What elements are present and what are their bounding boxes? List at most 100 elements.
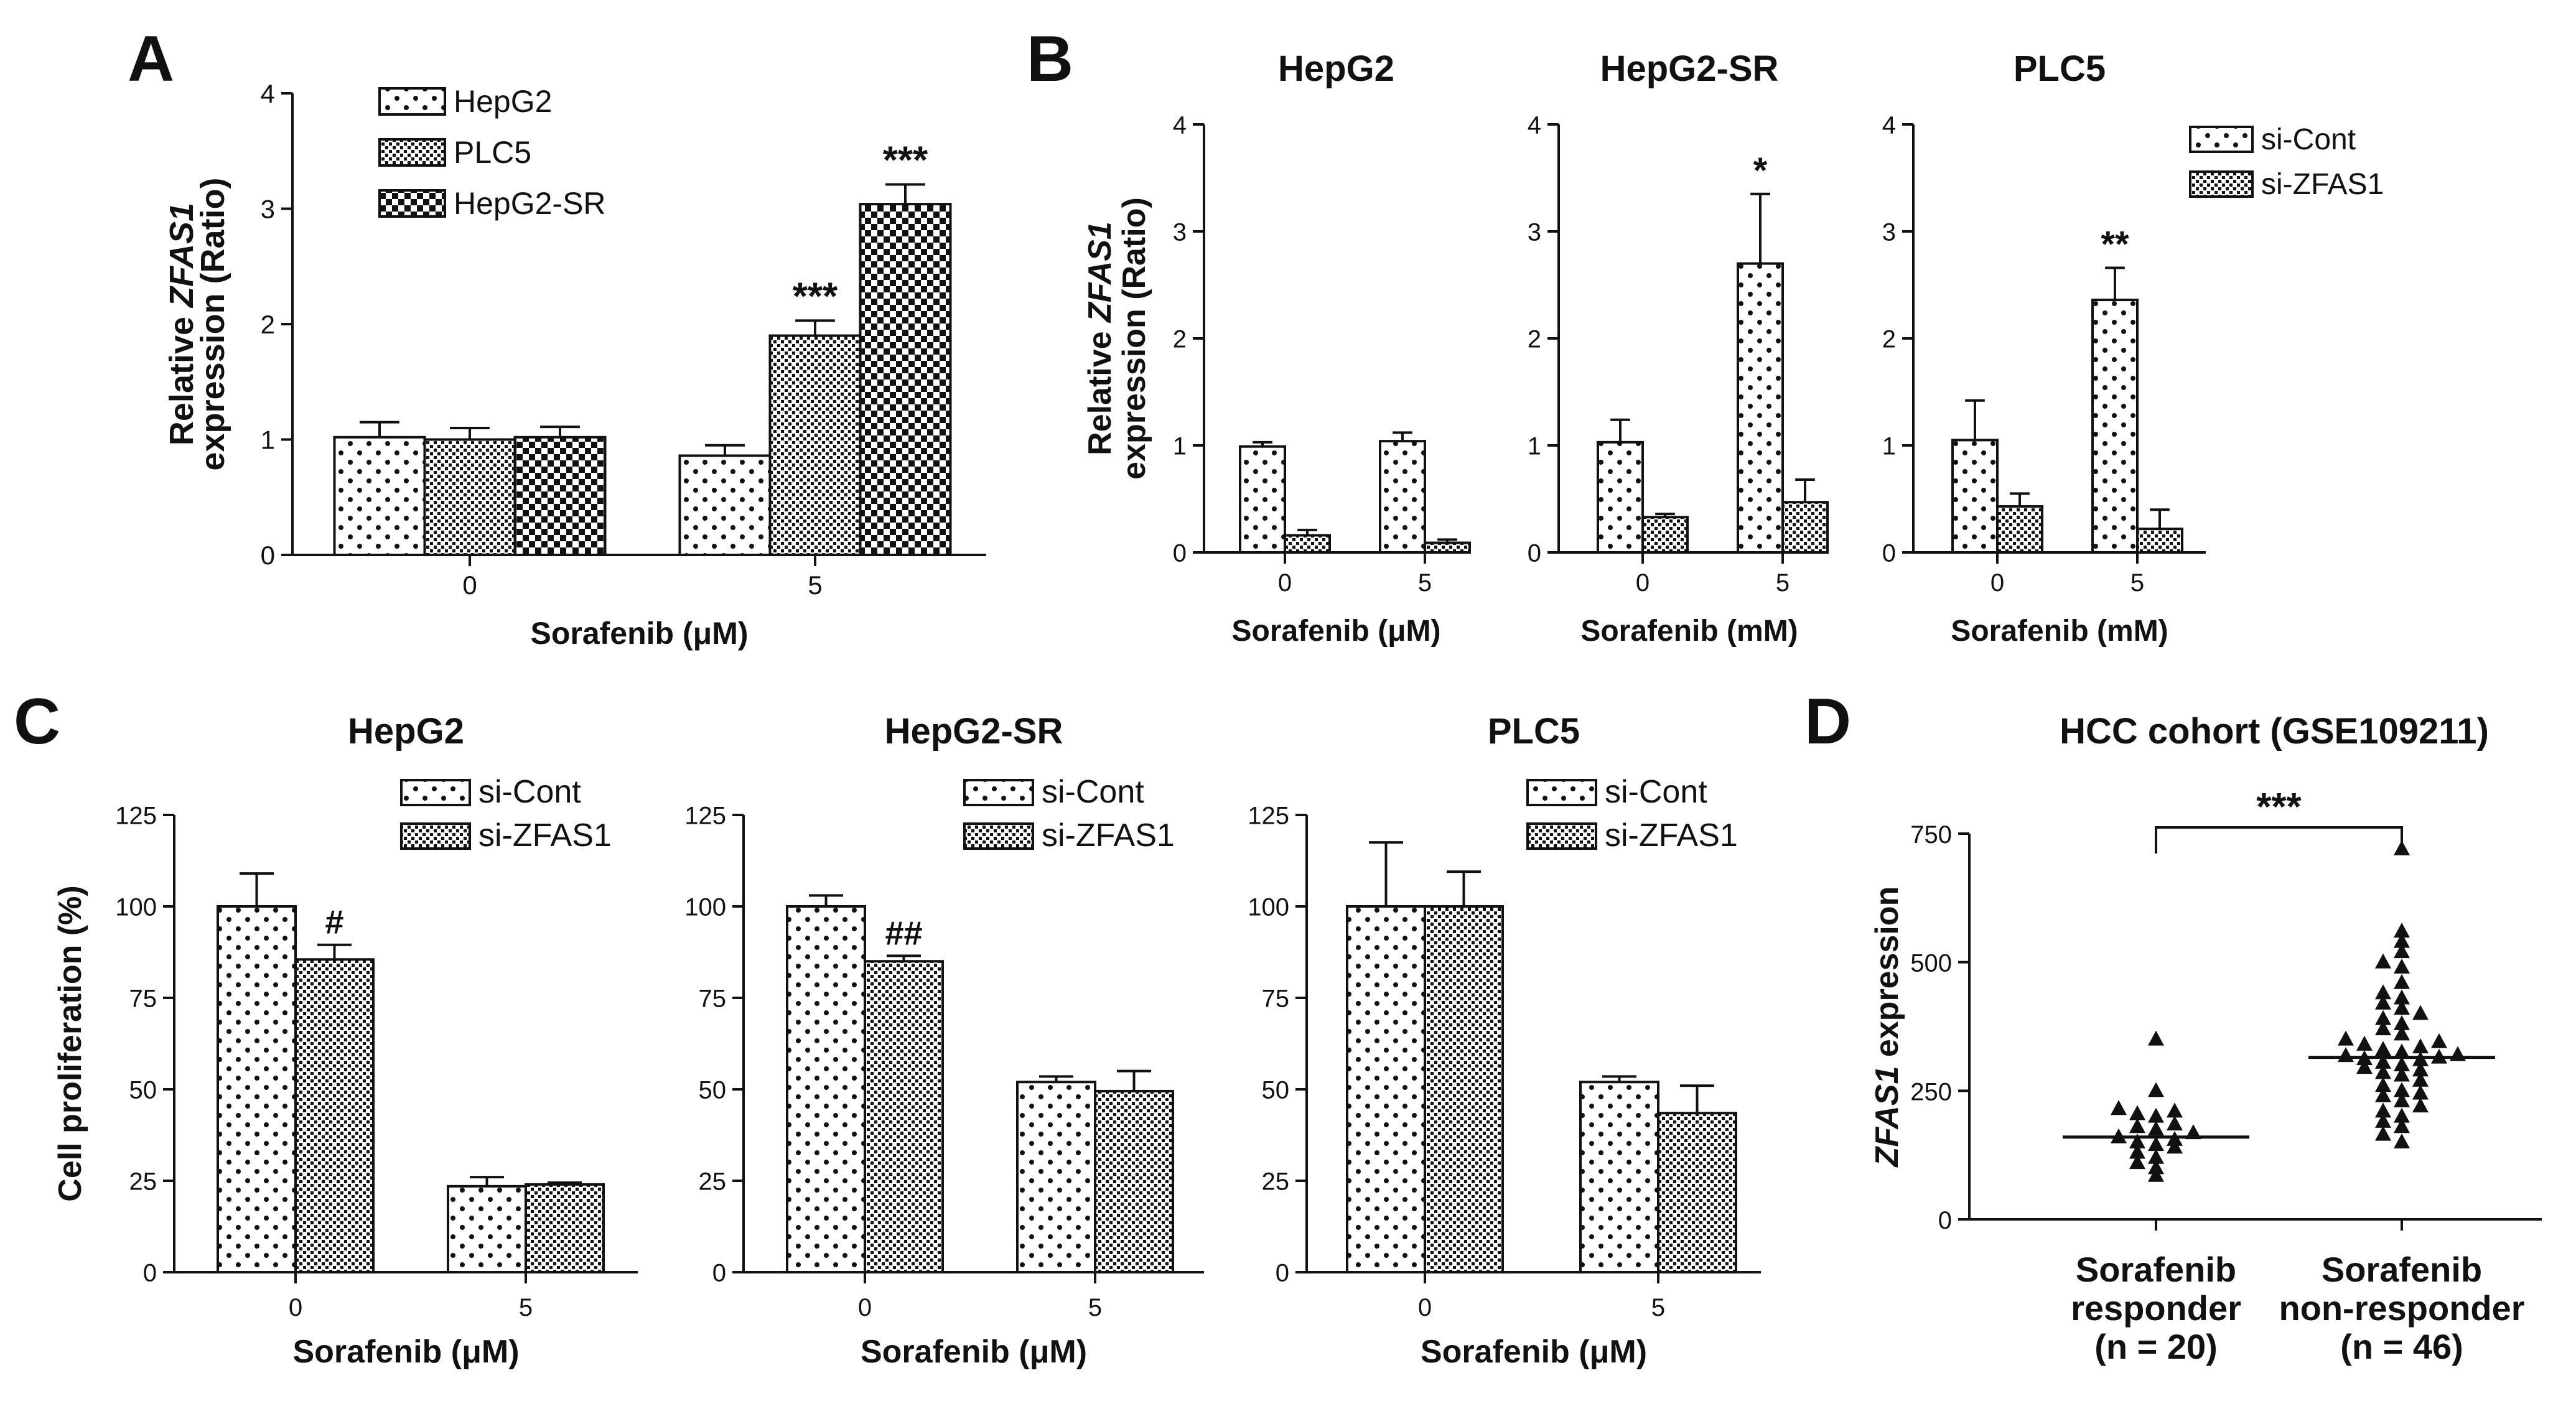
- y-tick-label: 1: [1173, 432, 1187, 460]
- data-point: [2394, 1025, 2410, 1041]
- y-tick-label: 0: [712, 1259, 726, 1287]
- bar-si-zfas1: [1424, 541, 1471, 554]
- legend-label: si-Cont: [1605, 774, 1707, 810]
- y-axis-label: ZFAS1 expression: [1869, 887, 1905, 1168]
- x-category-label: responder: [2071, 1288, 2241, 1328]
- legend-swatch: [1526, 822, 1597, 850]
- significance-marker: ***: [2256, 786, 2302, 829]
- legend-label: PLC5: [454, 135, 531, 170]
- x-axis-label: Sorafenib (μM): [1421, 1334, 1647, 1370]
- data-point: [2375, 1077, 2391, 1092]
- data-point: [2394, 1056, 2410, 1071]
- y-tick-label: 2: [1882, 325, 1896, 353]
- data-point: [2412, 1071, 2429, 1087]
- data-point: [2111, 1100, 2127, 1115]
- data-point: [2394, 989, 2410, 1005]
- y-tick-label: 3: [1528, 218, 1541, 246]
- significance-marker: ***: [883, 139, 928, 182]
- data-point: [2412, 1038, 2429, 1054]
- x-axis-label: Sorafenib (μM): [292, 1334, 519, 1370]
- y-tick-label: 3: [1882, 218, 1896, 246]
- data-point: [2148, 1166, 2164, 1182]
- chart-title: HepG2: [348, 711, 464, 752]
- bar-si-cont: [2091, 299, 2139, 554]
- legend-swatch: [963, 779, 1034, 806]
- x-axis-label: Sorafenib (mM): [1580, 615, 1798, 648]
- bar-si-cont: [1239, 445, 1286, 554]
- y-tick-label: 100: [1248, 893, 1289, 921]
- y-tick-label: 25: [1262, 1168, 1290, 1195]
- y-tick-label: 75: [1262, 985, 1290, 1012]
- data-point: [2375, 1112, 2391, 1128]
- y-tick-label: 1: [1528, 432, 1541, 460]
- legend-label: si-ZFAS1: [478, 817, 612, 854]
- bar-si-zfas1: [294, 958, 375, 1273]
- data-point: [2394, 923, 2410, 938]
- data-point: [2129, 1133, 2145, 1148]
- x-axis-label: Sorafenib (mM): [1951, 615, 2168, 648]
- data-point: [2394, 943, 2410, 959]
- y-tick-label: 4: [261, 79, 275, 108]
- data-point: [2394, 1043, 2410, 1059]
- bar-si-cont: [1346, 905, 1426, 1273]
- x-tick-label: 5: [1418, 569, 1432, 597]
- data-point: [2167, 1102, 2183, 1118]
- data-point: [2356, 1059, 2373, 1074]
- legend-label: si-Cont: [478, 774, 581, 810]
- x-axis-label: Sorafenib (μM): [1231, 615, 1440, 648]
- data-point: [2129, 1118, 2145, 1133]
- y-tick-label: 3: [261, 195, 275, 224]
- panel-label-d: D: [1804, 686, 1851, 758]
- bar-plc5: [423, 438, 516, 556]
- bar-si-zfas1: [864, 960, 944, 1273]
- data-point: [2394, 1015, 2410, 1030]
- data-point: [2129, 1154, 2145, 1170]
- data-point: [2394, 1107, 2410, 1123]
- bar-si-cont: [786, 905, 866, 1273]
- data-point: [2356, 1035, 2373, 1051]
- y-tick-label: 50: [1262, 1076, 1290, 1104]
- legend-swatch: [378, 87, 446, 116]
- panel-label-c: C: [14, 686, 60, 758]
- x-tick-label: 5: [1776, 569, 1790, 597]
- data-point: [2338, 1047, 2354, 1063]
- y-tick-label: 4: [1173, 111, 1187, 139]
- y-axis-label-line1: Relative ZFAS1: [163, 203, 200, 445]
- data-point: [2375, 984, 2391, 1000]
- data-point: [2148, 1030, 2164, 1046]
- significance-marker: ##: [885, 915, 922, 952]
- y-tick-label: 25: [129, 1168, 157, 1195]
- chart-a-zfas1-expression: 0 1 2 3 4 0 5 *** *** Sorafenib (μM) Relative ZFAS…: [163, 79, 986, 651]
- y-tick-label: 4: [1528, 111, 1541, 139]
- chart-title: PLC5: [2014, 49, 2106, 89]
- bar-si-zfas1: [1781, 501, 1829, 554]
- chart-title: HepG2: [1278, 49, 1394, 89]
- data-point: [2394, 1066, 2410, 1082]
- data-point: [2394, 1092, 2410, 1107]
- y-tick-label: 125: [1248, 802, 1289, 829]
- bar-si-zfas1: [1094, 1089, 1174, 1273]
- x-category-label: non-responder: [2279, 1288, 2524, 1328]
- legend-swatch: [378, 189, 446, 218]
- significance-marker: **: [2101, 224, 2129, 264]
- data-point: [2394, 1082, 2410, 1097]
- bar-hepg2-sr: [859, 203, 952, 556]
- x-tick-label: 0: [858, 1294, 872, 1321]
- data-point: [2375, 1053, 2391, 1069]
- y-tick-label: 25: [699, 1168, 727, 1195]
- bar-si-cont: [217, 905, 297, 1273]
- x-tick-label: 5: [2130, 569, 2144, 597]
- bar-si-cont: [1951, 439, 1999, 554]
- y-tick-label: 0: [1882, 539, 1896, 567]
- y-tick-label: 75: [129, 985, 157, 1012]
- y-tick-label: 0: [1276, 1259, 1289, 1287]
- data-point: [2394, 1133, 2410, 1148]
- chart-title: PLC5: [1488, 711, 1580, 752]
- bar-si-zfas1: [1641, 516, 1689, 554]
- bar-si-cont: [1016, 1081, 1096, 1273]
- bar-si-zfas1: [1424, 905, 1504, 1273]
- y-tick-label: 1: [1882, 432, 1896, 460]
- x-category-label: Sorafenib: [2322, 1250, 2482, 1289]
